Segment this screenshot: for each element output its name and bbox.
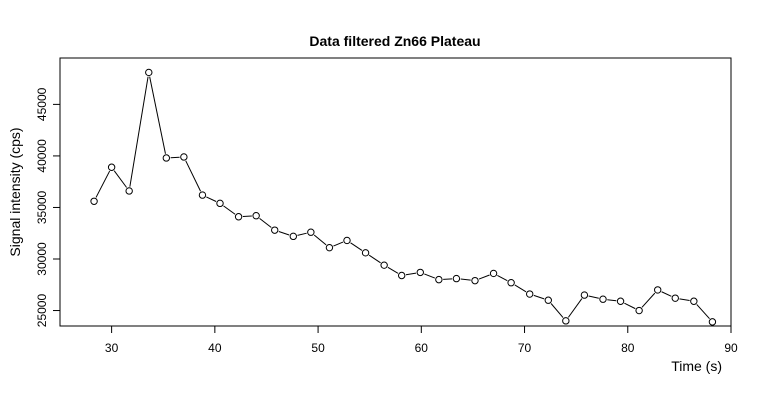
x-tick-label: 80: [621, 341, 635, 355]
data-point: [361, 249, 370, 257]
data-point: [343, 236, 351, 245]
series-line-segment: [679, 298, 690, 302]
data-point: [654, 286, 662, 294]
y-tick-label: 45000: [35, 87, 49, 121]
data-point: [325, 243, 334, 252]
data-point: [435, 275, 443, 284]
series-line-segment: [242, 215, 252, 217]
data-point: [162, 154, 171, 162]
series-line-segment: [624, 302, 636, 310]
data-point: [216, 199, 224, 208]
series-line-segment: [387, 266, 399, 274]
series-line-segment: [661, 291, 672, 297]
x-tick-label: 30: [105, 341, 119, 355]
series-line-segment: [567, 298, 583, 318]
series-line-segment: [550, 303, 564, 318]
series-line-segment: [497, 274, 508, 282]
series-line-segment: [259, 217, 272, 228]
x-tick-label: 60: [415, 341, 429, 355]
x-axis-label: Time (s): [671, 358, 722, 374]
data-point: [90, 197, 98, 205]
series-line-segment: [368, 254, 381, 264]
data-point: [580, 291, 589, 299]
series-line-segment: [588, 295, 599, 299]
data-point: [544, 296, 552, 304]
series-line-segment: [185, 160, 202, 192]
data-point: [289, 232, 298, 241]
data-point: [562, 317, 570, 325]
x-tick-label: 50: [311, 341, 325, 355]
x-tick-label: 70: [518, 341, 532, 355]
y-tick-label: 35000: [35, 190, 49, 224]
series-line-segment: [333, 241, 344, 247]
series-line-segment: [297, 232, 307, 236]
data-point: [526, 290, 534, 298]
y-tick-label: 30000: [35, 242, 49, 276]
plot-area: 30 40 50 60 70 80 90 25000 30000 35000 40000 45000: [35, 57, 738, 355]
series-line-segment: [278, 231, 290, 236]
data-point: [507, 279, 515, 287]
data-point: [708, 318, 717, 326]
data-point: [271, 226, 279, 234]
y-axis-label: Signal intensity (cps): [7, 127, 23, 256]
data-point: [198, 191, 207, 199]
series-line-segment: [206, 196, 217, 202]
x-tick-label: 90: [724, 341, 738, 355]
series-line-segment: [313, 234, 327, 246]
data-point: [452, 274, 461, 283]
data-point: [635, 306, 643, 315]
y-tick-label: 40000: [35, 139, 49, 173]
data-point: [599, 295, 607, 303]
series-line-segment: [514, 284, 527, 293]
data-point: [616, 297, 625, 305]
data-point: [252, 212, 260, 220]
data-point: [380, 261, 388, 269]
series-line-segment: [223, 205, 236, 215]
data-point: [234, 213, 243, 221]
series-line-segment: [696, 304, 710, 320]
data-point: [671, 294, 679, 302]
series-line-segment: [129, 76, 149, 187]
series-line-segment: [350, 242, 363, 251]
data-point: [397, 271, 406, 280]
series-line-segment: [641, 292, 656, 308]
series-line-segment: [533, 294, 545, 300]
series-line-segment: [95, 170, 111, 198]
series-line-segment: [170, 156, 180, 159]
series-line-segment: [607, 299, 617, 302]
x-tick-label: 40: [208, 341, 222, 355]
plot-frame: [59, 57, 732, 327]
chart-title: Data filtered Zn66 Plateau: [309, 33, 480, 49]
series-line-segment: [149, 76, 166, 154]
data-point: [307, 228, 315, 236]
series-line-segment: [405, 272, 417, 276]
data-point: [180, 153, 188, 161]
data-point: [489, 269, 498, 278]
y-tick-label: 25000: [35, 294, 49, 328]
data-point: [125, 187, 133, 195]
series-line-segment: [443, 278, 453, 280]
data-point: [145, 68, 153, 77]
series-line-segment: [478, 274, 490, 280]
series-line-segment: [460, 278, 471, 281]
data-point: [471, 276, 479, 285]
data-point: [107, 163, 116, 171]
data-point: [690, 297, 698, 305]
data-point: [416, 268, 424, 277]
series-line-segment: [113, 170, 128, 188]
series-line-segment: [424, 273, 436, 279]
